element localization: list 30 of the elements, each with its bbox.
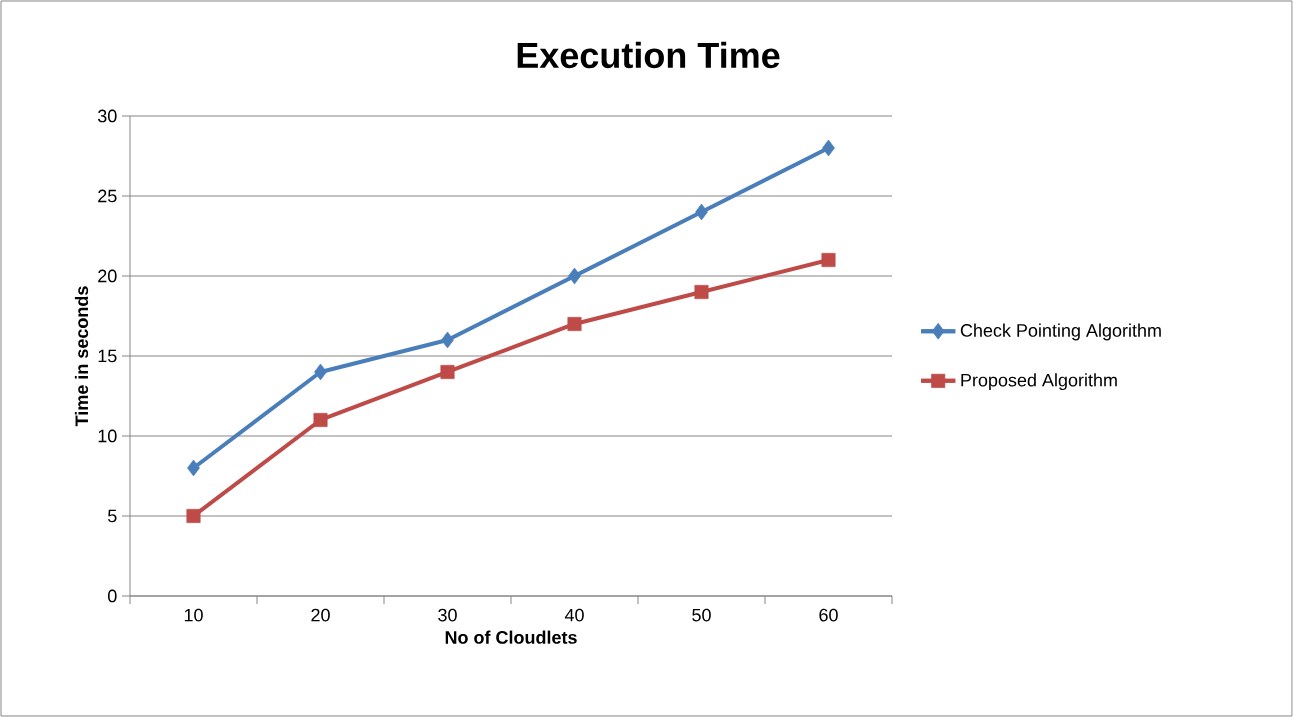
- point: [695, 203, 708, 221]
- x-tick-label: 50: [692, 608, 711, 622]
- x-tick-label: 20: [311, 608, 330, 622]
- point: [314, 363, 327, 381]
- point: [187, 459, 200, 477]
- y-tick-label: 0: [108, 589, 117, 603]
- legend-label: Proposed Algorithm: [961, 373, 1117, 391]
- x-axis-title: No of Cloudlets: [445, 630, 577, 644]
- y-axis-title: Time in seconds: [74, 286, 89, 427]
- x-tick-label: 60: [819, 608, 838, 622]
- point: [186, 508, 201, 523]
- y-tick-label: 30: [97, 109, 117, 123]
- chart-title: Execution Time: [517, 41, 780, 69]
- point: [313, 412, 328, 427]
- point: [694, 284, 709, 299]
- x-tick-label: 10: [184, 608, 203, 622]
- legend-label: Check Pointing Algorithm: [960, 323, 1161, 341]
- y-tick-label: 10: [98, 429, 117, 443]
- x-tick-label: 30: [438, 608, 457, 622]
- point: [568, 267, 581, 285]
- y-tick-label: 25: [98, 189, 117, 203]
- y-tick-label: 15: [98, 349, 117, 363]
- point: [567, 316, 582, 331]
- y-tick-label: 20: [98, 269, 117, 283]
- point: [441, 331, 454, 349]
- point: [821, 252, 836, 267]
- x-tick-label: 40: [564, 608, 584, 622]
- point: [822, 139, 835, 157]
- point: [440, 364, 455, 379]
- y-tick-label: 5: [108, 509, 117, 523]
